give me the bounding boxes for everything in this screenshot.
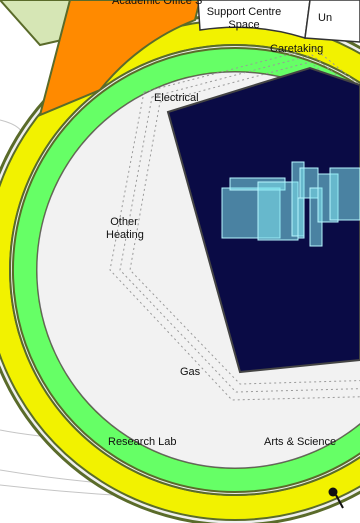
label-electrical: Electrical xyxy=(154,92,199,104)
label-other-heating: Other Heating xyxy=(106,216,144,241)
selector-dot-icon[interactable] xyxy=(328,487,338,497)
segment-unit-partial[interactable] xyxy=(304,0,360,43)
selector-dot-pointer xyxy=(335,494,344,509)
label-research-lab: Research Lab xyxy=(108,436,177,448)
3d-building-model-icon[interactable] xyxy=(221,161,360,247)
label-caretaking: Caretaking xyxy=(270,43,324,55)
label-gas: Gas xyxy=(180,366,201,378)
label-support-centre: Support Centre Space xyxy=(206,6,282,31)
label-academic-office: Academic Office S xyxy=(112,0,203,7)
dotted-guides xyxy=(109,47,360,401)
label-unit-partial: Un xyxy=(318,12,333,24)
label-arts-science: Arts & Science xyxy=(264,436,337,448)
